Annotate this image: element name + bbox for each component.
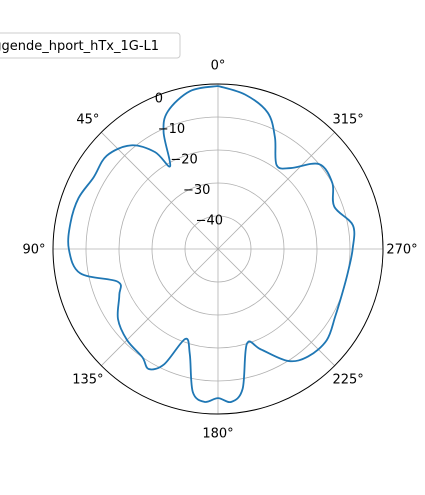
polar-frame — [52, 83, 384, 415]
series-line — [67, 85, 356, 404]
r-gridline — [85, 116, 351, 382]
r-tick-label: 0 — [155, 92, 163, 107]
theta-tick-label: 45° — [76, 112, 99, 127]
polar-grid — [52, 83, 384, 415]
r-gridline — [151, 182, 285, 316]
tick-labels: 0° 45° 90° 135° 180° 225° 270° 315° 0 −10 −20 −30 −4… — [22, 59, 417, 442]
r-tick-label: −40 — [196, 214, 223, 229]
series-layer — [67, 85, 356, 404]
r-tick-label: −10 — [158, 122, 185, 137]
theta-gridline — [217, 132, 335, 250]
theta-gridline — [101, 248, 219, 366]
legend-entry-label: liggende_hport_hTx_1G-L1 — [0, 39, 159, 54]
r-gridline — [118, 149, 318, 349]
legend-frame — [0, 32, 181, 59]
legend[interactable]: liggende_hport_hTx_1G-L1 — [0, 32, 181, 59]
theta-tick-label: 0° — [211, 59, 226, 74]
r-tick-label: −20 — [170, 153, 197, 168]
theta-tick-label: 270° — [386, 243, 417, 258]
r-tick-label: −30 — [183, 183, 210, 198]
theta-tick-label: 135° — [72, 373, 103, 388]
r-gridline — [184, 215, 252, 283]
theta-tick-label: 90° — [22, 243, 45, 258]
theta-gridline — [101, 132, 219, 250]
theta-gridline — [217, 248, 335, 366]
theta-tick-label: 315° — [332, 112, 363, 127]
theta-tick-label: 225° — [332, 373, 363, 388]
theta-tick-label: 180° — [202, 427, 233, 442]
